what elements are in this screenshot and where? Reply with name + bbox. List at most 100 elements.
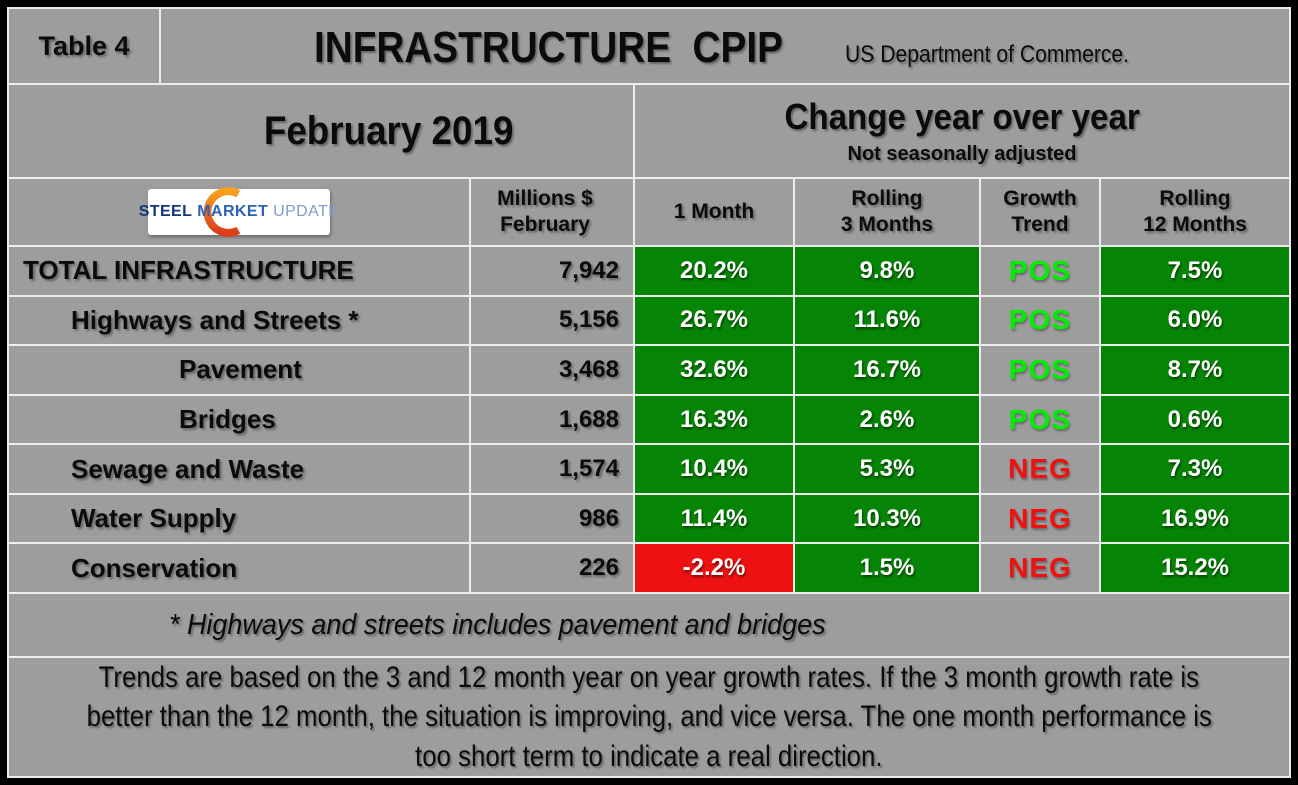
column-header-1-month-label: 1 Month xyxy=(673,200,755,224)
row-label: TOTAL INFRASTRUCTURE xyxy=(9,247,469,295)
rolling-12-months-change: 15.2% xyxy=(1101,544,1289,593)
rolling-12-months-change: 0.6% xyxy=(1101,395,1289,444)
rolling-12-months-change-value: 6.0% xyxy=(1167,306,1223,334)
millions-value: 3,468 xyxy=(471,346,633,394)
page-title: INFRASTRUCTURE CPIP xyxy=(314,23,784,72)
column-header-growth-trend: Growth Trend xyxy=(981,179,1099,245)
steel-market-update-logo: STEEL MARKET UPDATE xyxy=(139,187,339,237)
one-month-change: 32.6% xyxy=(635,346,793,394)
one-month-change-value: -2.2% xyxy=(682,554,746,582)
row-label-value: Pavement xyxy=(179,354,302,385)
column-header-growth-line2: Trend xyxy=(1011,213,1069,236)
millions-value-value: 3,468 xyxy=(558,355,619,383)
growth-trend-value: POS xyxy=(1008,403,1072,435)
column-header-row: STEEL MARKET UPDATE Millions $ February … xyxy=(9,179,1289,245)
millions-value: 7,942 xyxy=(471,247,633,295)
title-row: Table 4 INFRASTRUCTURE CPIP US Departmen… xyxy=(9,9,1289,83)
growth-trend: POS xyxy=(981,395,1099,444)
rolling-12-months-change: 6.0% xyxy=(1101,296,1289,345)
row-label-value: Sewage and Waste xyxy=(71,453,305,484)
rolling-12-months-change: 7.3% xyxy=(1101,445,1289,493)
row-label-value: Highways and Streets * xyxy=(71,304,359,335)
column-header-rolling-12-months: Rolling 12 Months xyxy=(1101,179,1289,245)
rolling-12-months-change-value: 16.9% xyxy=(1160,504,1230,532)
growth-trend: POS xyxy=(981,346,1099,394)
rolling-3-months-change-value: 1.5% xyxy=(859,554,915,582)
millions-value: 986 xyxy=(471,494,633,543)
rolling-3-months-change: 1.5% xyxy=(795,544,979,593)
row-label: Conservation xyxy=(9,544,469,593)
row-label-value: Water Supply xyxy=(71,503,237,534)
rolling-3-months-change: 9.8% xyxy=(795,247,979,295)
one-month-change: 20.2% xyxy=(635,247,793,295)
millions-value: 1,688 xyxy=(471,395,633,444)
column-header-rolling12-line2: 12 Months xyxy=(1143,213,1247,236)
logo-word-market: MARKET xyxy=(197,203,269,220)
table-row: Conservation 226 -2.2% 1.5% NEG 15.2% xyxy=(9,544,1289,593)
one-month-change: -2.2% xyxy=(635,544,793,593)
column-header-rolling3-line1: Rolling xyxy=(851,187,923,211)
change-title: Change year over year xyxy=(784,96,1140,137)
rolling-12-months-change-value: 7.3% xyxy=(1167,455,1223,483)
rolling-12-months-change: 16.9% xyxy=(1101,494,1289,543)
table-row: Sewage and Waste 1,574 10.4% 5.3% NEG 7.3% xyxy=(9,445,1289,493)
column-header-rolling12-line1: Rolling xyxy=(1159,187,1231,211)
growth-trend-value: NEG xyxy=(1008,552,1072,584)
logo-word-update: UPDATE xyxy=(273,203,340,220)
title-cell: INFRASTRUCTURE CPIP US Department of Com… xyxy=(161,9,1289,83)
one-month-change-value: 11.4% xyxy=(680,504,748,532)
rolling-3-months-change: 5.3% xyxy=(795,445,979,493)
footnote-row: * Highways and streets includes pavement… xyxy=(9,594,1289,657)
growth-trend: POS xyxy=(981,247,1099,295)
row-label: Water Supply xyxy=(9,494,469,543)
period-row: February 2019 Change year over year Not … xyxy=(9,85,1289,177)
rolling-3-months-change: 16.7% xyxy=(795,346,979,394)
growth-trend: NEG xyxy=(981,445,1099,493)
footer-text-line1: Trends are based on the 3 and 12 month y… xyxy=(98,660,1200,694)
row-label: Bridges xyxy=(9,395,469,444)
rolling-3-months-change-value: 2.6% xyxy=(859,405,915,433)
growth-trend-value: NEG xyxy=(1008,502,1072,534)
rolling-3-months-change-value: 9.8% xyxy=(859,256,915,284)
column-header-rolling-3-months: Rolling 3 Months xyxy=(795,179,979,245)
one-month-change-value: 10.4% xyxy=(679,455,749,483)
millions-value: 1,574 xyxy=(471,445,633,493)
rolling-12-months-change-value: 7.5% xyxy=(1167,256,1223,284)
column-header-rolling3-line2: 3 Months xyxy=(840,213,934,236)
rolling-12-months-change: 7.5% xyxy=(1101,247,1289,295)
column-header-millions: Millions $ February xyxy=(471,179,633,245)
table-row: Highways and Streets * 5,156 26.7% 11.6% POS… xyxy=(9,296,1289,345)
millions-value: 5,156 xyxy=(471,296,633,345)
period-label: February 2019 xyxy=(264,108,514,153)
footer-text-line2: better than the 12 month, the situation … xyxy=(86,700,1212,734)
table-grid: Table 4 INFRASTRUCTURE CPIP US Departmen… xyxy=(7,7,1291,778)
row-label-value: Bridges xyxy=(179,404,276,435)
rolling-3-months-change-value: 11.6% xyxy=(853,306,921,334)
column-header-millions-line1: Millions $ xyxy=(497,187,593,211)
growth-trend-value: POS xyxy=(1008,304,1072,336)
one-month-change-value: 32.6% xyxy=(679,355,749,383)
growth-trend-value: NEG xyxy=(1008,453,1072,485)
rolling-3-months-change: 10.3% xyxy=(795,494,979,543)
one-month-change-value: 26.7% xyxy=(679,306,749,334)
table-row: Bridges 1,688 16.3% 2.6% POS 0.6% xyxy=(9,395,1289,444)
change-header-cell: Change year over year Not seasonally adj… xyxy=(635,85,1289,177)
table-row: TOTAL INFRASTRUCTURE 7,942 20.2% 9.8% POS 7.5… xyxy=(9,247,1289,295)
period-cell: February 2019 xyxy=(9,85,633,177)
footer-cell: Trends are based on the 3 and 12 month y… xyxy=(9,658,1289,777)
one-month-change-value: 20.2% xyxy=(679,256,749,284)
rolling-12-months-change-value: 15.2% xyxy=(1160,554,1230,582)
growth-trend-value: POS xyxy=(1008,353,1072,385)
growth-trend: NEG xyxy=(981,544,1099,593)
millions-value-value: 1,574 xyxy=(558,455,619,483)
row-label: Sewage and Waste xyxy=(9,445,469,493)
rolling-12-months-change-value: 8.7% xyxy=(1167,355,1223,383)
column-header-1-month: 1 Month xyxy=(635,179,793,245)
footer-text-line3: too short term to indicate a real direct… xyxy=(415,739,883,773)
one-month-change-value: 16.3% xyxy=(679,405,749,433)
millions-value: 226 xyxy=(471,544,633,593)
millions-value-value: 5,156 xyxy=(558,306,619,334)
millions-value-value: 226 xyxy=(578,554,619,582)
growth-trend: POS xyxy=(981,296,1099,345)
orange-crescent-icon xyxy=(203,187,241,237)
